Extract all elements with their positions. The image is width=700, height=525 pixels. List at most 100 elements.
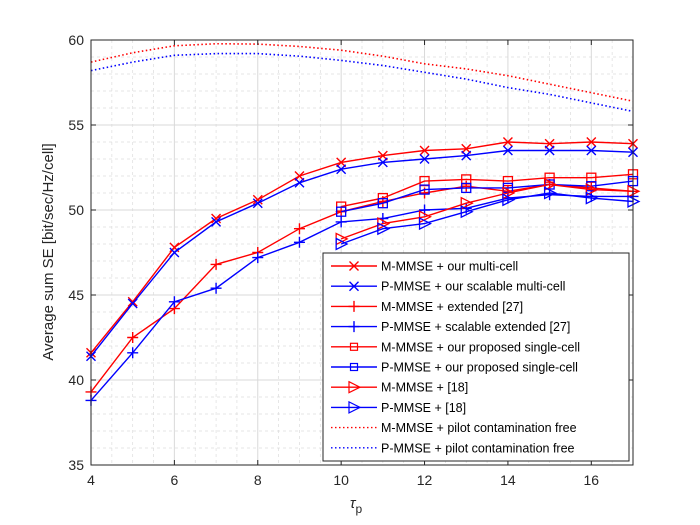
data-point-marker xyxy=(293,223,305,235)
series-line xyxy=(90,52,634,113)
series-line xyxy=(90,149,634,357)
data-point-marker xyxy=(544,145,555,156)
data-point-marker xyxy=(419,145,430,156)
series-line xyxy=(340,183,634,240)
legend-marker xyxy=(349,362,359,372)
data-point-marker xyxy=(336,164,347,175)
legend-label: M-MMSE + extended [27] xyxy=(381,300,523,314)
x-tick-label: 6 xyxy=(170,472,178,488)
y-tick-label: 45 xyxy=(68,287,84,303)
legend-item: P-MMSE + pilot contamination free xyxy=(331,441,575,455)
data-point-marker xyxy=(127,332,139,343)
series-line xyxy=(341,173,634,208)
legend-label: M-MMSE + our multi-cell xyxy=(381,260,518,274)
data-point-marker xyxy=(336,206,347,217)
legend-item: M-MMSE + our proposed single-cell xyxy=(331,340,580,354)
series-line xyxy=(90,193,633,401)
series-8 xyxy=(335,186,641,251)
data-point-marker xyxy=(127,298,138,309)
data-point-marker xyxy=(252,198,263,209)
x-axis-label-tau: τ xyxy=(350,495,357,512)
legend-label: M-MMSE + pilot contamination free xyxy=(381,421,577,435)
legend-label: P-MMSE + our scalable multi-cell xyxy=(381,280,565,294)
data-point-marker xyxy=(377,222,391,236)
legend-marker xyxy=(348,321,360,333)
series-line xyxy=(341,180,634,213)
y-axis-label: Average sum SE [bit/sec/Hz/cell] xyxy=(40,143,57,360)
legend-marker xyxy=(349,261,359,271)
legend-label: M-MMSE + [18] xyxy=(381,381,468,395)
y-tick-label: 55 xyxy=(68,117,84,133)
legend-label: M-MMSE + our proposed single-cell xyxy=(381,340,580,354)
data-point-marker xyxy=(461,150,472,161)
data-point-marker xyxy=(502,186,516,200)
data-point-marker xyxy=(127,347,139,359)
series-10 xyxy=(90,52,634,113)
x-tick-label: 14 xyxy=(500,472,516,488)
legend-item: P-MMSE + [18] xyxy=(331,401,466,415)
data-point-marker xyxy=(543,186,558,200)
data-point-marker xyxy=(335,237,349,251)
data-point-marker xyxy=(460,205,474,219)
y-tick-labels: 35 40 45 50 55 60 xyxy=(68,32,84,473)
legend-item: M-MMSE + extended [27] xyxy=(331,300,523,314)
data-point-marker xyxy=(293,236,305,248)
data-point-marker xyxy=(586,137,597,147)
y-tick-label: 40 xyxy=(68,372,84,388)
data-point-marker xyxy=(377,198,388,209)
legend-item: M-MMSE + our multi-cell xyxy=(331,260,518,274)
x-tick-label: 10 xyxy=(333,472,349,488)
data-point-marker xyxy=(585,191,599,205)
plot-frame xyxy=(90,39,634,466)
data-point-marker xyxy=(252,252,264,264)
legend-marker xyxy=(348,400,362,414)
series-7 xyxy=(335,177,641,246)
x-axis-label: τp xyxy=(350,495,363,516)
data-point-marker xyxy=(211,216,222,227)
data-point-marker xyxy=(294,177,305,188)
legend-item: P-MMSE + our proposed single-cell xyxy=(331,361,578,375)
series-9 xyxy=(90,42,634,102)
legend-item: M-MMSE + [18] xyxy=(331,381,468,395)
data-point-marker xyxy=(461,182,472,194)
x-tick-label: 12 xyxy=(417,472,433,488)
data-point-marker xyxy=(502,193,516,207)
legend-label: P-MMSE + scalable extended [27] xyxy=(381,320,570,334)
x-tick-label: 4 xyxy=(87,472,95,488)
legend-marker xyxy=(349,342,359,351)
data-point-marker xyxy=(419,184,430,195)
data-point-marker xyxy=(543,177,558,192)
data-point-marker xyxy=(419,154,430,164)
series-line xyxy=(90,42,634,102)
data-point-marker xyxy=(585,183,599,197)
legend-marker xyxy=(349,281,359,292)
legend-label: P-MMSE + our proposed single-cell xyxy=(381,361,578,375)
legend-label: P-MMSE + pilot contamination free xyxy=(381,441,575,455)
data-point-marker xyxy=(502,145,513,156)
y-tick-label: 60 xyxy=(68,32,84,48)
data-point-marker xyxy=(252,194,263,205)
legend: M-MMSE + our multi-cell P-MMSE + our scal… xyxy=(322,252,630,462)
x-tick-label: 16 xyxy=(584,472,600,488)
data-point-marker xyxy=(460,196,474,210)
axis-ticks xyxy=(90,39,633,466)
data-point-marker xyxy=(460,180,472,192)
x-tick-label: 8 xyxy=(254,472,262,488)
data-point-marker xyxy=(377,157,388,168)
legend-item: P-MMSE + scalable extended [27] xyxy=(331,320,570,334)
legend-box xyxy=(322,252,630,462)
series-line xyxy=(340,192,634,245)
y-tick-label: 35 xyxy=(68,457,84,473)
x-axis-label-subscript: p xyxy=(355,502,362,516)
series-line xyxy=(90,141,634,354)
data-point-marker xyxy=(418,217,432,231)
data-point-marker xyxy=(586,145,597,156)
legend-label: P-MMSE + [18] xyxy=(381,401,466,415)
data-point-marker xyxy=(210,282,222,294)
data-point-marker xyxy=(502,175,514,187)
legend-item: M-MMSE + pilot contamination free xyxy=(331,421,577,435)
data-point-marker xyxy=(335,216,347,228)
y-tick-label: 50 xyxy=(68,202,84,218)
legend-marker xyxy=(348,300,360,312)
